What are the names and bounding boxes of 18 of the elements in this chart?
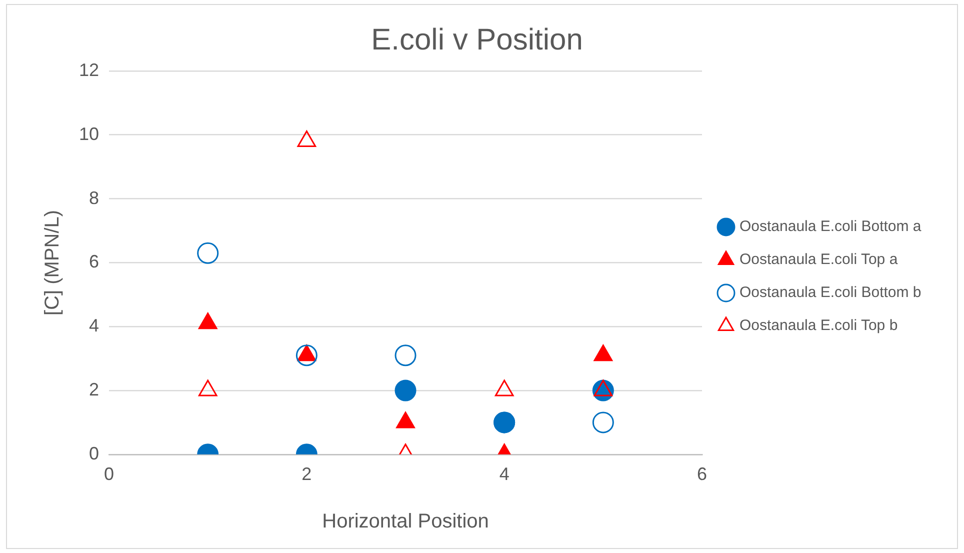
x-tick-label: 6 (696, 464, 708, 484)
y-axis-title: [C] (MPN/L) (42, 210, 64, 316)
y-tick-label: 8 (89, 188, 100, 208)
y-tick-label: 4 (89, 316, 100, 336)
legend-label: Oostanaula E.coli Bottom b (740, 284, 922, 302)
legend-label: Oostanaula E.coli Top a (740, 251, 898, 268)
y-tick-label: 0 (89, 443, 100, 464)
x-tick-label: 2 (302, 464, 312, 484)
chart-title: E.coli v Position (371, 23, 583, 56)
y-tick-label: 6 (89, 252, 100, 272)
legend-label: Oostanaula E.coli Bottom a (740, 218, 922, 236)
legend-label: Oostanaula E.coli Top b (740, 317, 898, 334)
x-tick-label: 4 (499, 464, 510, 484)
y-tick-label: 12 (78, 60, 100, 80)
x-axis-title: Horizontal Position (322, 510, 489, 533)
x-tick-label: 0 (104, 464, 114, 484)
y-tick-label: 10 (78, 124, 100, 144)
y-tick-label: 2 (89, 379, 100, 400)
